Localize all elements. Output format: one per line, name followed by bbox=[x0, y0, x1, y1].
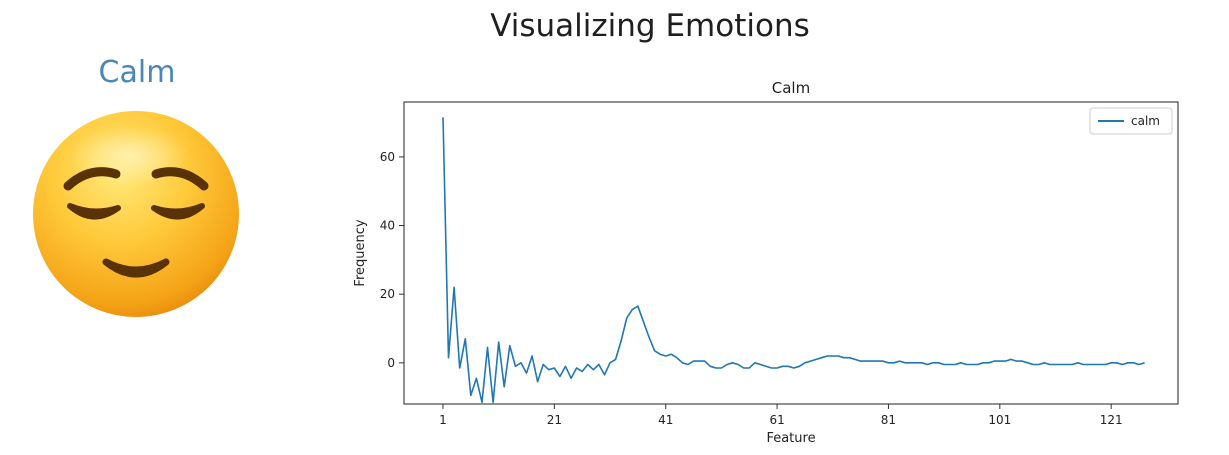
x-tick-label: 101 bbox=[988, 413, 1011, 427]
x-tick-label: 21 bbox=[547, 413, 562, 427]
x-axis-label: Feature bbox=[766, 431, 815, 446]
y-tick-label: 0 bbox=[387, 356, 395, 370]
relieved-face-icon bbox=[30, 108, 242, 320]
series-line-calm bbox=[442, 117, 1145, 404]
legend-label: calm bbox=[1131, 114, 1160, 128]
x-tick-label: 81 bbox=[881, 413, 896, 427]
page-title: Visualizing Emotions bbox=[490, 8, 810, 44]
x-tick-label: 61 bbox=[769, 413, 784, 427]
y-tick-label: 40 bbox=[380, 219, 395, 233]
y-axis-label: Frequency bbox=[353, 219, 368, 286]
legend-box bbox=[1089, 107, 1173, 135]
plot-frame bbox=[403, 101, 1179, 405]
emotion-label: Calm bbox=[98, 55, 176, 90]
calm-line-chart: Calm 1 21 41 61 81 101 121 0 20 40 60 Feature Frequen… bbox=[340, 70, 1200, 450]
chart-title: Calm bbox=[772, 79, 810, 97]
y-tick-label: 60 bbox=[380, 150, 395, 164]
x-tick-label: 1 bbox=[439, 413, 447, 427]
x-tick-label: 121 bbox=[1100, 413, 1123, 427]
x-tick-label: 41 bbox=[658, 413, 673, 427]
y-tick-label: 20 bbox=[380, 287, 395, 301]
